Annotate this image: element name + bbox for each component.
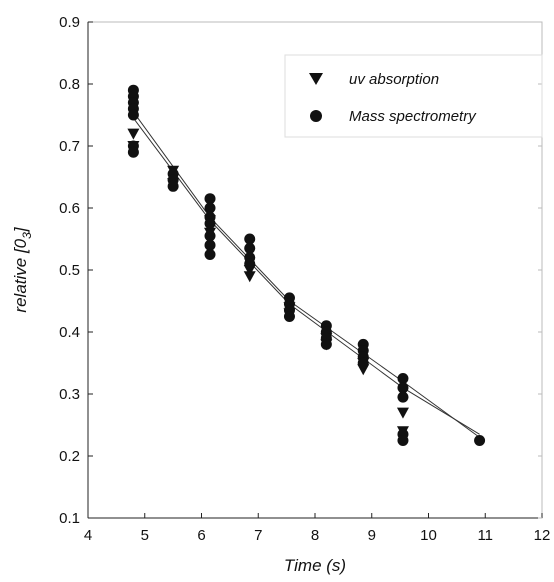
- data-point-mass-spectrometry: [204, 239, 216, 251]
- data-points: [127, 84, 486, 446]
- data-point-uv-absorption: [243, 271, 256, 283]
- data-point-mass-spectrometry: [204, 202, 216, 214]
- data-point-mass-spectrometry: [167, 180, 179, 192]
- legend-label-mass-spectrometry: Mass spectrometry: [349, 108, 477, 125]
- data-point-mass-spectrometry: [244, 258, 256, 270]
- y-tick-label: 0.7: [59, 138, 80, 155]
- data-point-mass-spectrometry: [204, 249, 216, 260]
- x-tick-label: 5: [141, 527, 149, 544]
- x-tick-label: 12: [534, 527, 551, 544]
- data-point-mass-spectrometry: [357, 357, 369, 369]
- data-point-mass-spectrometry: [204, 193, 216, 205]
- fit-lines: [132, 111, 480, 438]
- data-point-mass-spectrometry: [204, 218, 216, 229]
- data-point-mass-spectrometry: [204, 230, 216, 242]
- legend-triangle-marker: [309, 73, 323, 85]
- y-tick-label: 0.8: [59, 76, 80, 93]
- data-point-mass-spectrometry: [244, 233, 256, 245]
- data-point-uv-absorption: [127, 128, 140, 140]
- legend-label-uv-absorption: uv absorption: [349, 71, 439, 88]
- y-ticks: 0.1 0.2 0.3 0.4 0.5 0.6 0.7 0.8 0.9: [59, 14, 542, 527]
- plot-frame: [87, 21, 543, 519]
- axis-lines: [87, 22, 542, 519]
- y-tick-label: 0.4: [59, 324, 80, 341]
- x-tick-label: 8: [311, 527, 319, 544]
- x-tick-label: 9: [368, 527, 376, 544]
- y-axis-title-main: relative [0: [11, 238, 30, 312]
- data-point-mass-spectrometry: [127, 146, 139, 158]
- data-point-mass-spectrometry: [397, 435, 409, 446]
- x-tick-label: 10: [420, 527, 437, 544]
- y-tick-label: 0.6: [59, 200, 80, 217]
- y-axis-title-subscript: 3: [20, 232, 34, 239]
- fit-line-series-0: [132, 117, 480, 435]
- x-tick-label: 6: [197, 527, 205, 544]
- x-tick-label: 11: [477, 527, 493, 544]
- x-tick-label: 4: [84, 527, 92, 544]
- y-axis-title: relative [03]: [11, 226, 34, 312]
- data-point-mass-spectrometry: [244, 242, 256, 254]
- fit-line-series-1: [132, 111, 480, 438]
- data-point-mass-spectrometry: [397, 382, 409, 394]
- y-tick-label: 0.1: [59, 510, 80, 527]
- data-point-uv-absorption: [396, 407, 409, 419]
- data-point-mass-spectrometry: [397, 391, 409, 403]
- data-point-mass-spectrometry: [397, 373, 409, 384]
- data-point-mass-spectrometry: [283, 311, 295, 322]
- data-point-mass-spectrometry: [127, 109, 139, 121]
- x-axis-title: Time (s): [284, 556, 346, 575]
- y-tick-label: 0.5: [59, 262, 80, 279]
- legend-box: [284, 54, 543, 138]
- y-tick-label: 0.9: [59, 14, 80, 31]
- y-axis-title-close: ]: [11, 226, 30, 234]
- legend-circle-marker: [310, 110, 322, 122]
- y-tick-label: 0.3: [59, 386, 80, 403]
- x-tick-label: 7: [254, 527, 262, 544]
- y-tick-label: 0.2: [59, 448, 80, 465]
- legend: uv absorption Mass spectrometry: [284, 54, 543, 138]
- x-ticks: 4 5 6 7 8 9 10 11 12: [84, 513, 551, 544]
- data-point-mass-spectrometry: [474, 435, 486, 446]
- data-point-mass-spectrometry: [320, 338, 332, 350]
